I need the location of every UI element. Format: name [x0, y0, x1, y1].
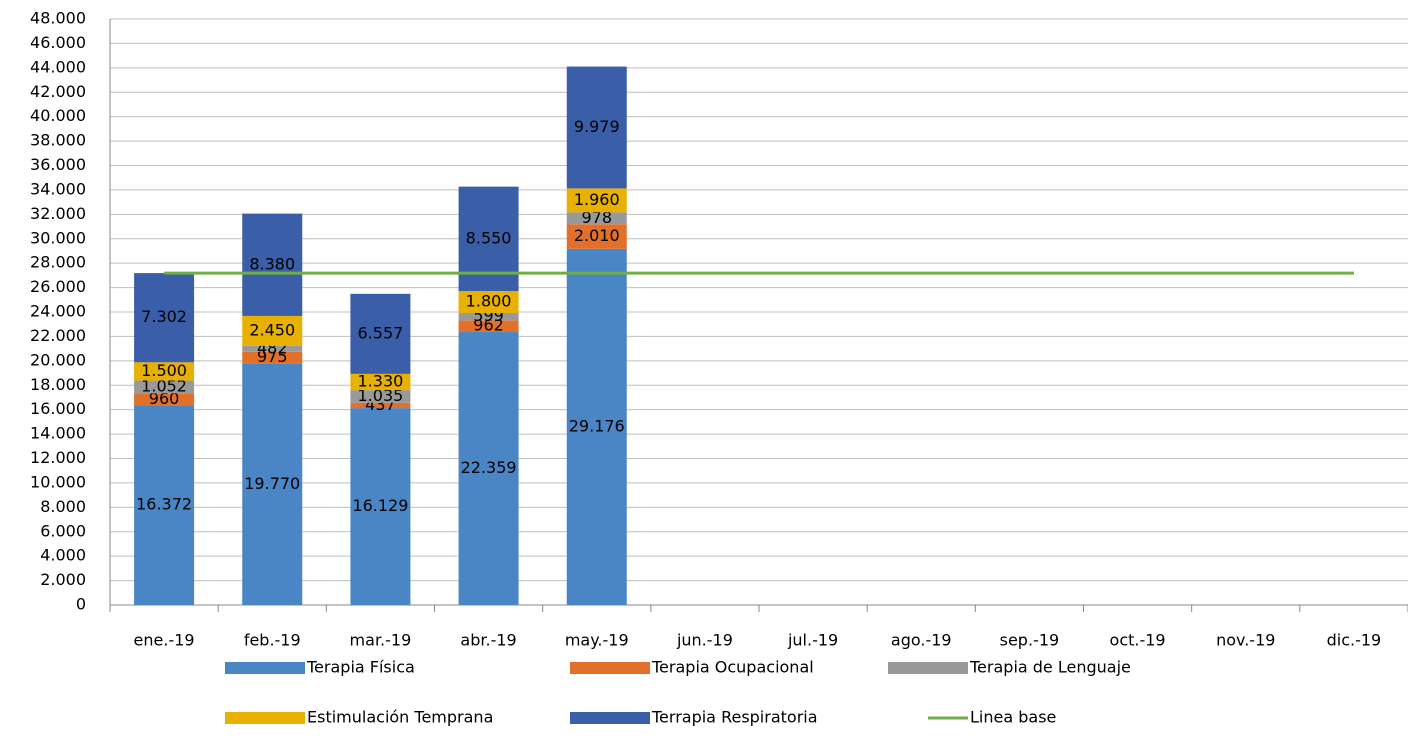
- y-tick-label: 42.000: [30, 82, 86, 101]
- value-label: 1.500: [141, 361, 187, 380]
- y-tick-label: 36.000: [30, 155, 86, 174]
- legend-swatch: [225, 662, 305, 674]
- value-label: 19.770: [244, 474, 300, 493]
- legend-label: Terrapia Respiratoria: [651, 708, 818, 727]
- x-tick-label: oct.-19: [1110, 631, 1166, 650]
- x-tick-label: dic.-19: [1327, 631, 1382, 650]
- y-tick-label: 28.000: [30, 253, 86, 272]
- y-tick-label: 22.000: [30, 326, 86, 345]
- value-label: 9.979: [574, 117, 620, 136]
- value-label: 16.129: [352, 496, 408, 515]
- legend-label: Estimulación Temprana: [307, 708, 493, 727]
- x-tick-label: nov.-19: [1216, 631, 1275, 650]
- value-label: 8.550: [466, 228, 512, 247]
- value-label: 1.960: [574, 190, 620, 209]
- value-label: 29.176: [569, 416, 625, 435]
- x-tick-label: abr.-19: [460, 631, 516, 650]
- legend-swatch: [570, 712, 650, 724]
- value-label: 1.800: [466, 291, 512, 310]
- y-tick-label: 34.000: [30, 179, 86, 198]
- y-tick-label: 30.000: [30, 228, 86, 247]
- y-tick-label: 20.000: [30, 350, 86, 369]
- value-label: 1.330: [358, 372, 404, 391]
- chart: 0 2.000 4.000 6.000 8.000 10.000 12.000 14.000 1…: [0, 0, 1408, 756]
- y-tick-label: 2.000: [40, 570, 86, 589]
- legend-label: Terapia Física: [306, 658, 415, 677]
- y-tick-label: 40.000: [30, 106, 86, 125]
- value-label: 7.302: [141, 307, 187, 326]
- y-tick-label: 32.000: [30, 204, 86, 223]
- value-label: 2.010: [574, 226, 620, 245]
- legend-label: Terapia Ocupacional: [651, 658, 814, 677]
- x-tick-label: ene.-19: [134, 631, 195, 650]
- legend-label: Linea base: [970, 708, 1056, 727]
- y-tick-label: 18.000: [30, 375, 86, 394]
- value-label: 8.380: [249, 254, 295, 273]
- y-tick-label: 12.000: [30, 448, 86, 467]
- y-tick-label: 8.000: [40, 497, 86, 516]
- y-tick-label: 4.000: [40, 546, 86, 565]
- x-tick-label: mar.-19: [350, 631, 412, 650]
- y-tick-label: 44.000: [30, 57, 86, 76]
- y-tick-label: 10.000: [30, 472, 86, 491]
- value-label: 22.359: [461, 458, 517, 477]
- x-tick-label: jun.-19: [676, 631, 733, 650]
- y-tick-label: 26.000: [30, 277, 86, 296]
- x-tick-label: feb.-19: [244, 631, 301, 650]
- x-tick-label: ago.-19: [891, 631, 952, 650]
- legend-swatch: [225, 712, 305, 724]
- x-tick-label: jul.-19: [787, 631, 838, 650]
- y-tick-label: 6.000: [40, 521, 86, 540]
- y-tick-label: 0: [76, 595, 86, 614]
- y-tick-label: 14.000: [30, 424, 86, 443]
- legend-label: Terapia de Lenguaje: [969, 658, 1131, 677]
- x-tick-label: sep.-19: [1000, 631, 1060, 650]
- value-label: 16.372: [136, 495, 192, 514]
- value-label: 2.450: [249, 320, 295, 339]
- x-tick-label: may.-19: [565, 631, 629, 650]
- y-tick-label: 24.000: [30, 302, 86, 321]
- y-tick-label: 16.000: [30, 399, 86, 418]
- legend-swatch: [888, 662, 968, 674]
- legend-swatch: [570, 662, 650, 674]
- value-label: 6.557: [358, 323, 404, 342]
- y-tick-label: 46.000: [30, 33, 86, 52]
- y-tick-label: 48.000: [30, 9, 86, 28]
- y-tick-label: 38.000: [30, 131, 86, 150]
